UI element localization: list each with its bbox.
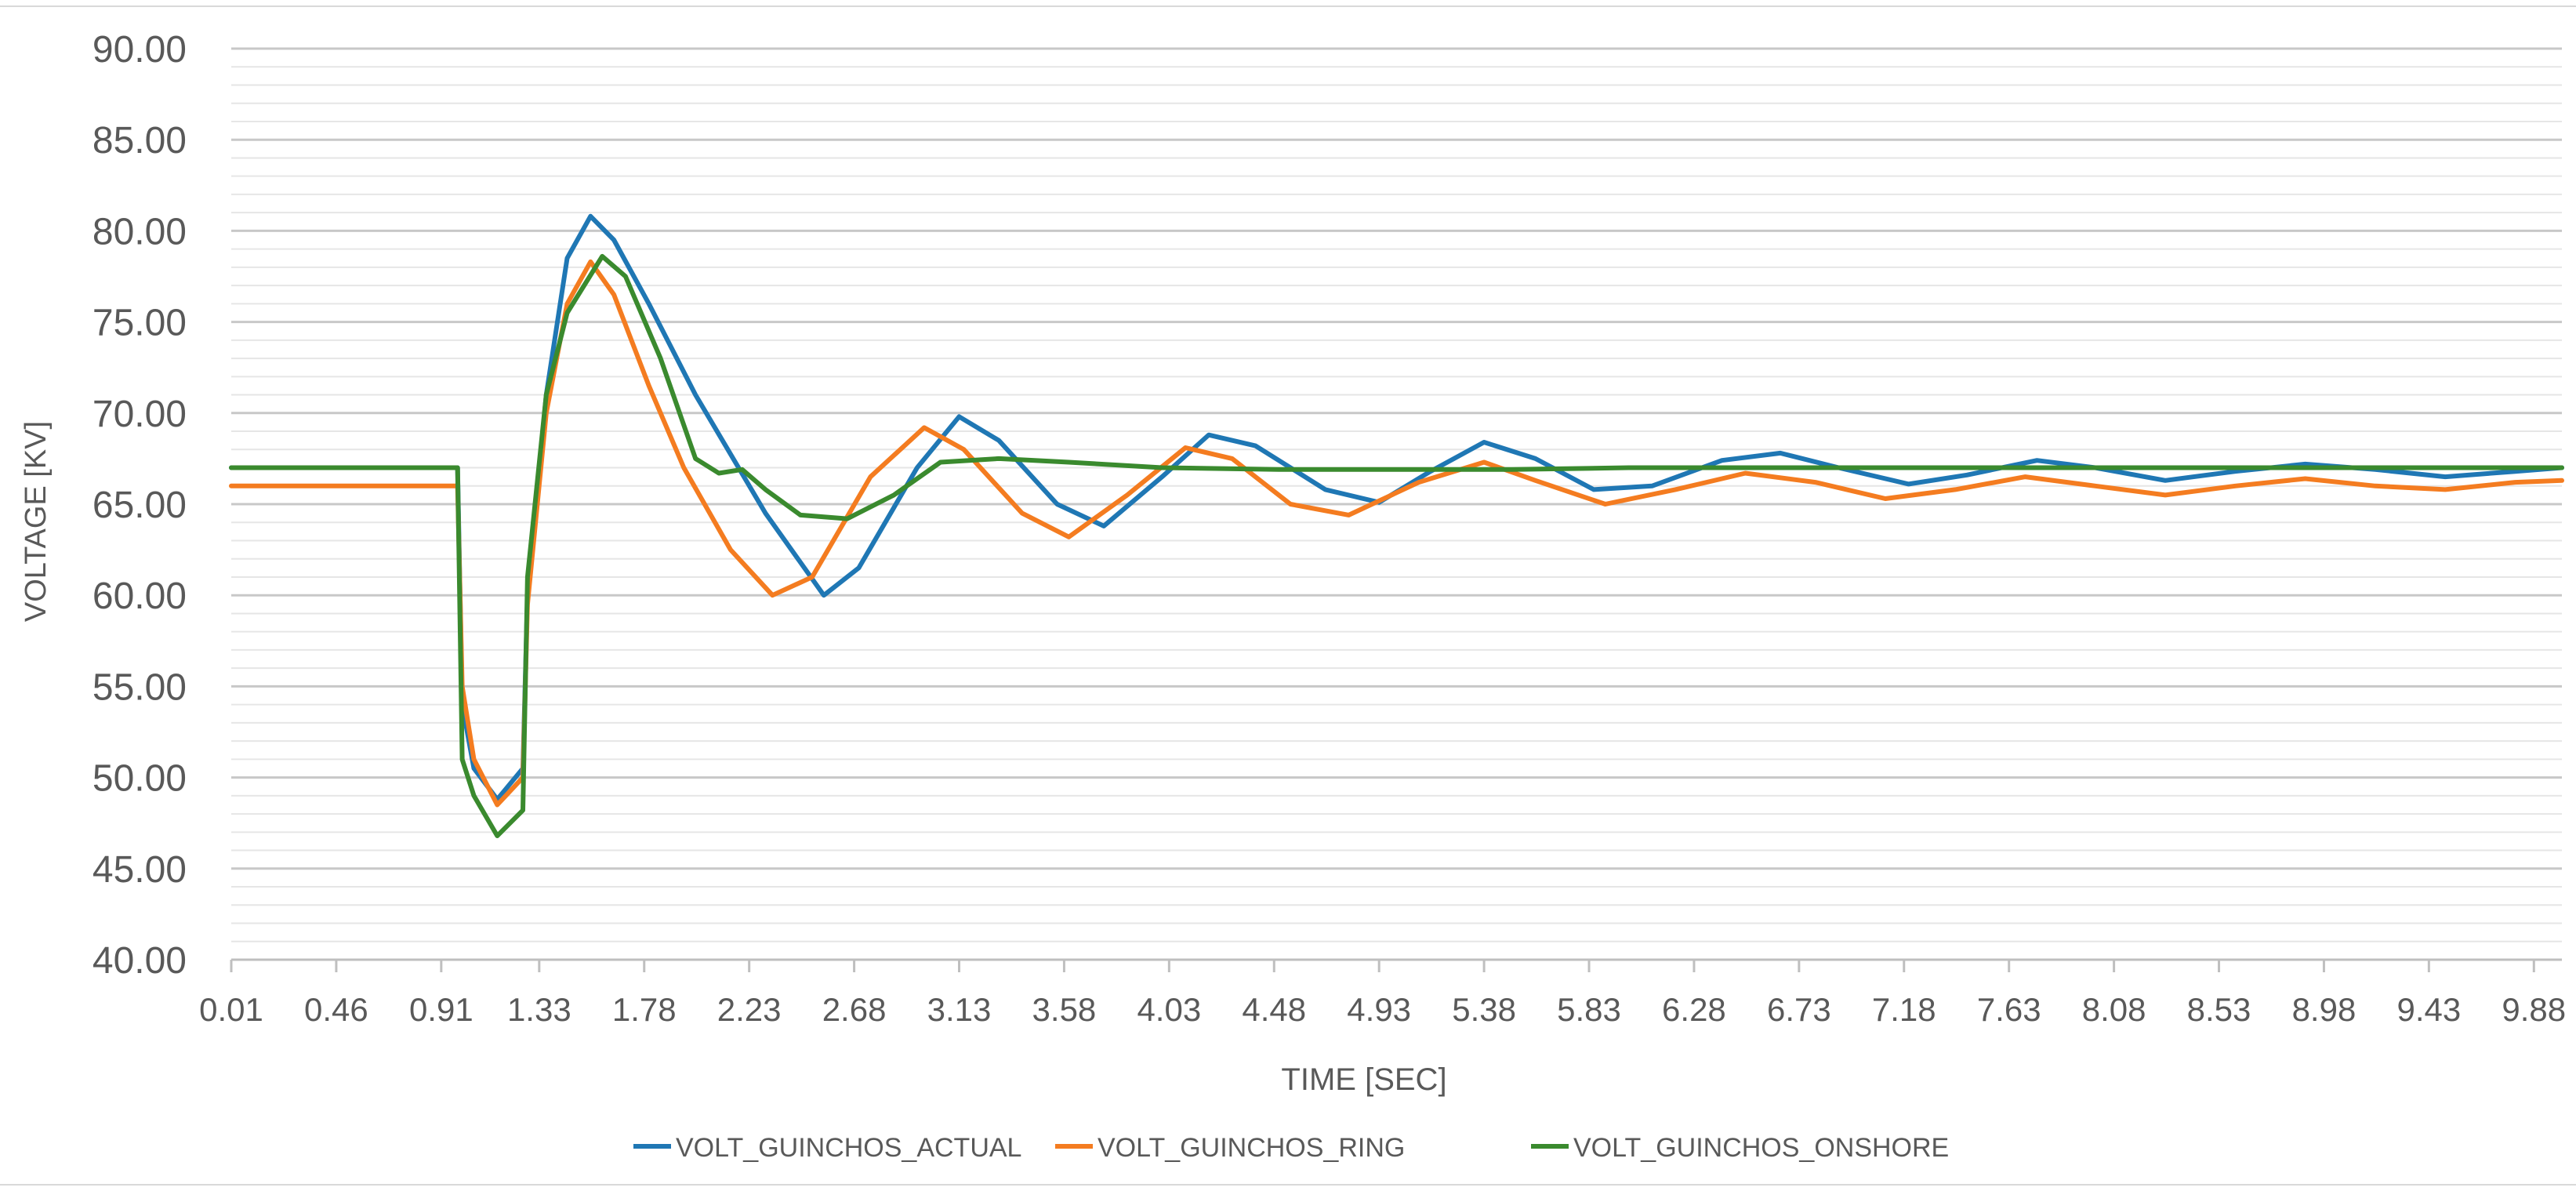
grid-lines xyxy=(231,47,2562,942)
x-tick-label: 2.23 xyxy=(717,991,782,1028)
series-line-3 xyxy=(229,253,2564,838)
x-tick-label: 8.53 xyxy=(2187,991,2251,1028)
series-line-2 xyxy=(229,259,2564,808)
y-tick-label: 40.00 xyxy=(93,940,187,982)
x-tick-labels: 0.01 0.46 0.91 1.33 1.78 2.23 2.68 3.13 3.58 4.03… xyxy=(199,991,2566,1028)
x-tick-label: 0.01 xyxy=(199,991,263,1028)
y-tick-label: 70.00 xyxy=(93,394,187,435)
x-tick-label: 9.43 xyxy=(2396,991,2461,1028)
axes xyxy=(230,958,2562,972)
x-tick-label: 4.03 xyxy=(1137,991,1201,1028)
y-tick-label: 85.00 xyxy=(93,120,187,162)
x-tick-label: 7.18 xyxy=(1872,991,1936,1028)
x-axis-title: TIME [SEC] xyxy=(1281,1062,1446,1097)
x-tick-label: 0.46 xyxy=(304,991,368,1028)
x-tick-label: 8.98 xyxy=(2292,991,2356,1028)
series-line-1 xyxy=(229,213,2564,802)
x-tick-label: 9.88 xyxy=(2502,991,2566,1028)
y-tick-label: 90.00 xyxy=(93,29,187,71)
y-tick-label: 45.00 xyxy=(93,849,187,891)
y-tick-label: 80.00 xyxy=(93,211,187,252)
y-tick-label: 50.00 xyxy=(93,758,187,800)
y-tick-label: 55.00 xyxy=(93,666,187,708)
x-tick-label: 5.38 xyxy=(1452,991,1516,1028)
y-tick-label: 65.00 xyxy=(93,485,187,526)
x-tick-label: 1.78 xyxy=(612,991,677,1028)
x-tick-label: 7.63 xyxy=(1977,991,2041,1028)
x-tick-label: 6.73 xyxy=(1767,991,1831,1028)
y-tick-labels: 40.00 45.00 50.00 55.00 60.00 65.00 70.00 75.00… xyxy=(93,29,187,982)
x-tick-label: 5.83 xyxy=(1557,991,1621,1028)
x-tick-label: 3.58 xyxy=(1032,991,1097,1028)
x-tick-label: 4.93 xyxy=(1347,991,1411,1028)
legend-label: VOLT_GUINCHOS_ONSHORE xyxy=(1573,1133,1949,1163)
y-axis-title: VOLTAGE [KV] xyxy=(20,421,53,622)
y-tick-label: 60.00 xyxy=(93,576,187,617)
x-tick-label: 4.48 xyxy=(1242,991,1306,1028)
legend-label: VOLT_GUINCHOS_RING xyxy=(1098,1133,1405,1163)
data-series xyxy=(229,213,2564,838)
x-tick-label: 1.33 xyxy=(507,991,571,1028)
legend-label: VOLT_GUINCHOS_ACTUAL xyxy=(676,1133,1021,1163)
x-tick-label: 3.13 xyxy=(927,991,992,1028)
legend: VOLT_GUINCHOS_ACTUAL VOLT_GUINCHOS_RING VO… xyxy=(633,1133,1949,1163)
y-tick-label: 75.00 xyxy=(93,303,187,344)
x-tick-label: 6.28 xyxy=(1662,991,1726,1028)
x-tick-label: 2.68 xyxy=(822,991,887,1028)
x-tick-label: 8.08 xyxy=(2082,991,2146,1028)
x-tick-label: 0.91 xyxy=(409,991,473,1028)
